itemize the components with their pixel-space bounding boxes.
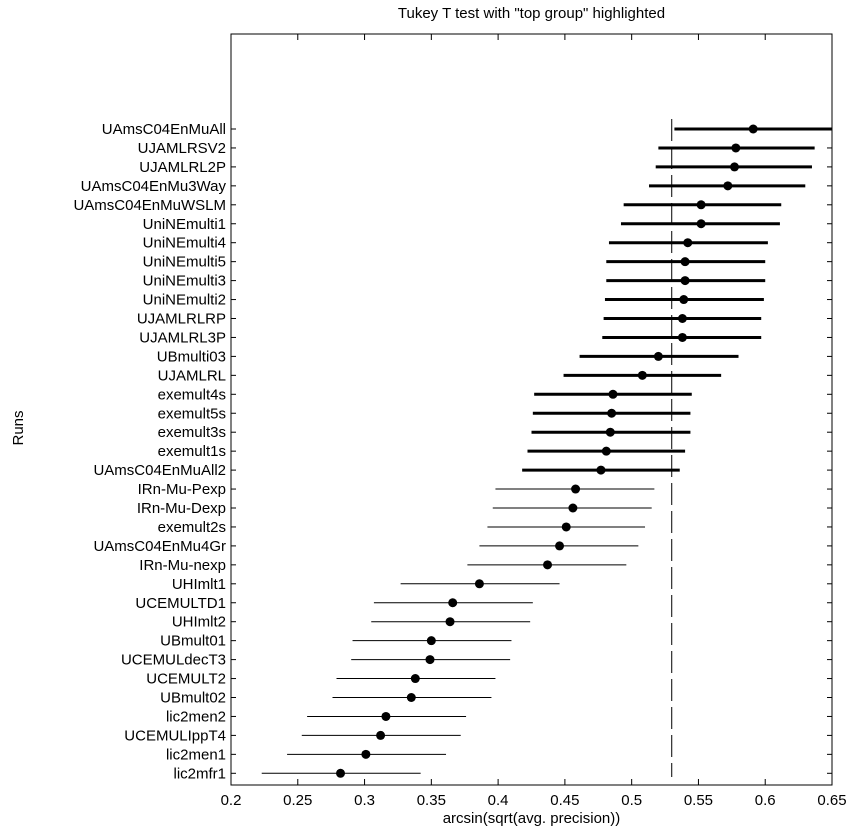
run-mean-point [410,674,420,684]
x-axis-ticks: 0.2 0.25 0.3 0.35 0.4 0.45 0.5 0.55 0.6 0.65 [221,34,847,809]
run-mean-point [381,711,391,721]
run-label: exemult4s [158,386,226,403]
run-label: lic2men2 [166,708,226,725]
run-mean-point [748,124,758,134]
run-mean-point [607,408,617,418]
run-mean-point [679,295,689,305]
run-label: lic2mfr1 [173,765,226,782]
run-label: UHImlt1 [172,576,226,593]
x-tick-label: 0.25 [283,792,312,809]
run-label: UniNEmulti2 [143,292,226,309]
run-mean-point [406,693,416,702]
x-tick-label: 0.55 [684,792,713,809]
run-mean-point [677,314,687,323]
x-tick-label: 0.6 [755,792,776,809]
run-mean-point [605,427,615,437]
run-label: UAmsC04EnMu4Gr [93,538,226,555]
chart-title: Tukey T test with "top group" highlighte… [397,5,666,22]
run-mean-point [677,332,687,342]
run-mean-point [601,446,611,456]
run-label: UBmult02 [160,690,226,707]
run-label: UniNEmulti4 [143,235,226,252]
x-axis-label: arcsin(sqrt(avg. precision)) [442,810,621,827]
run-label: IRn-Mu-nexp [139,557,226,574]
run-mean-point [723,181,733,191]
x-tick-label: 0.35 [417,792,446,809]
run-label: IRn-Mu-Dexp [137,500,226,517]
run-mean-point [568,503,578,513]
run-mean-point [608,389,618,399]
run-label: UBmulti03 [157,348,226,365]
run-label: UAmsC04EnMuAll2 [93,462,226,479]
run-label: UHImlt2 [172,614,226,631]
run-mean-point [376,730,386,740]
run-label: UCEMULT2 [146,671,226,688]
x-tick-label: 0.65 [817,792,846,809]
run-label: UJAMLRL [158,367,226,384]
run-label: UJAMLRLRP [137,311,226,328]
x-tick-label: 0.5 [621,792,642,809]
plot-area [230,33,833,786]
x-tick-label: 0.3 [354,792,375,809]
run-label: IRn-Mu-Pexp [138,481,226,498]
run-label: exemult5s [158,405,226,422]
run-mean-point [543,560,553,570]
run-mean-point [445,617,455,627]
run-mean-point [426,636,436,646]
y-axis-tick-labels: UAmsC04EnMuAll UJAMLRSV2 UJAMLRL2P UAmsC04E… [73,121,832,782]
run-label: UniNEmulti3 [143,273,226,290]
run-mean-point [683,238,693,248]
run-mean-point [730,162,740,172]
run-label: UniNEmulti5 [143,254,226,271]
run-mean-point [571,484,581,494]
run-mean-point [680,257,690,267]
run-label: UAmsC04EnMu3Way [81,178,227,195]
run-label: UCEMULdecT3 [121,652,226,669]
run-label: UCEMULIppT4 [124,727,226,744]
run-mean-point [596,465,606,475]
run-label: UJAMLRSV2 [138,140,226,157]
run-mean-point [336,768,346,778]
run-mean-point [425,655,435,665]
run-label: UniNEmulti1 [143,216,226,233]
run-mean-point [680,276,690,286]
run-mean-point [696,200,706,210]
run-label: exemult3s [158,424,226,441]
x-tick-label: 0.2 [221,792,242,809]
run-mean-point [474,579,484,589]
runs-group [261,124,832,778]
run-mean-point [448,598,458,608]
run-mean-point [555,541,565,551]
run-label: UCEMULTD1 [135,595,226,612]
run-mean-point [653,351,663,361]
run-mean-point [561,522,571,532]
run-label: UAmsC04EnMuAll [102,121,226,138]
run-mean-point [361,749,371,759]
run-label: exemult1s [158,443,226,460]
run-label: UBmult01 [160,633,226,650]
run-label: UJAMLRL2P [139,159,226,176]
run-label: lic2men1 [166,746,226,763]
run-mean-point [731,143,741,153]
run-label: UJAMLRL3P [139,329,226,346]
run-label: UAmsC04EnMuWSLM [73,197,226,214]
run-label: exemult2s [158,519,226,536]
x-tick-label: 0.45 [550,792,579,809]
run-mean-point [696,219,706,229]
x-tick-label: 0.4 [488,792,509,809]
run-mean-point [637,370,647,380]
